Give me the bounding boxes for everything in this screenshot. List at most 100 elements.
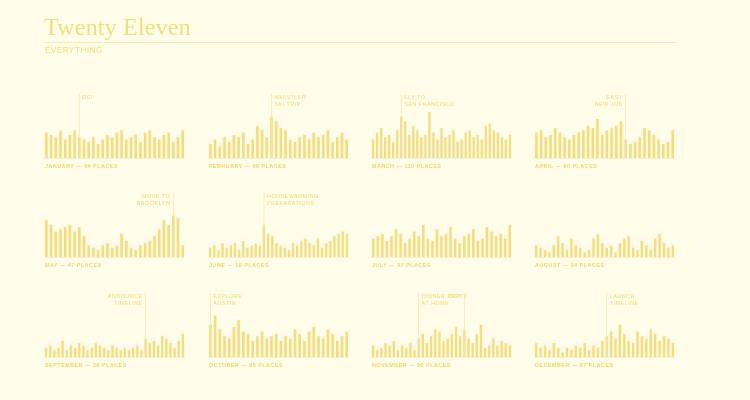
bar — [424, 135, 427, 158]
bar — [376, 350, 379, 357]
bar — [592, 345, 595, 357]
bar — [586, 125, 590, 158]
bar — [508, 135, 512, 158]
bar — [417, 236, 420, 257]
annotation-label: PREPARATIONS — [267, 201, 314, 207]
bar — [544, 137, 548, 158]
bar — [132, 347, 135, 357]
bar — [392, 141, 395, 158]
bar — [59, 130, 62, 158]
bar — [494, 236, 498, 257]
bar — [251, 340, 254, 357]
bar — [251, 139, 254, 158]
bar — [148, 343, 151, 357]
bar — [601, 340, 604, 357]
bar — [500, 340, 503, 357]
bar — [388, 345, 391, 357]
bar — [333, 236, 336, 257]
bar — [468, 130, 471, 158]
bar — [254, 243, 257, 257]
bar — [53, 350, 56, 357]
bar — [579, 347, 582, 357]
bar — [456, 141, 459, 158]
annotation-label: TIMELINE — [610, 301, 639, 307]
background-silhouette — [208, 224, 349, 257]
bar — [96, 250, 100, 257]
bar — [169, 343, 172, 357]
bar — [87, 245, 90, 257]
bar — [157, 229, 161, 257]
bar — [561, 352, 564, 357]
bar — [110, 247, 114, 257]
bar — [284, 336, 287, 357]
bar — [87, 141, 90, 158]
bar — [275, 243, 278, 257]
bar — [298, 334, 301, 357]
bar — [304, 238, 307, 257]
bar — [61, 340, 64, 357]
bar — [96, 144, 100, 158]
background-silhouette — [44, 332, 185, 357]
bar — [326, 329, 330, 357]
bar — [45, 220, 48, 257]
bar — [242, 331, 245, 357]
bar — [167, 224, 170, 257]
bar — [444, 137, 447, 158]
bar — [283, 247, 286, 257]
bar — [610, 128, 613, 158]
bar — [227, 141, 231, 158]
bar — [596, 118, 599, 158]
bar — [431, 240, 434, 257]
annotation-label: TIMELINE — [114, 301, 143, 307]
bar — [475, 334, 478, 357]
bar — [450, 334, 453, 357]
bar — [120, 130, 123, 158]
bar — [633, 141, 637, 158]
bar — [615, 125, 618, 158]
bar — [448, 135, 451, 158]
month-caption: OCTOBER — 95 PLACES — [209, 363, 283, 369]
bar — [649, 250, 652, 257]
annotation-label: HOUSEWARMING — [267, 194, 319, 200]
bar — [464, 132, 467, 158]
bar — [631, 343, 635, 357]
bar — [579, 247, 582, 257]
bar — [139, 245, 142, 257]
bar — [44, 347, 48, 357]
bar — [49, 224, 53, 257]
bar — [258, 245, 261, 257]
background-silhouette — [534, 232, 675, 257]
bar — [496, 132, 499, 158]
bar — [583, 343, 586, 357]
bar — [587, 350, 591, 357]
annotation-label: SAN FRANCISCO — [404, 102, 455, 108]
bar — [619, 121, 623, 158]
bar — [667, 338, 670, 357]
month-chart-july: JULY — 97 PLACES — [371, 224, 512, 269]
annotation-label: ANNOUNCE — [108, 294, 143, 300]
bar — [553, 128, 557, 158]
bar — [488, 123, 491, 158]
bar — [384, 137, 387, 158]
bar — [587, 250, 591, 257]
bar — [600, 135, 604, 158]
annotation-label: DC!! — [449, 294, 462, 300]
bar — [671, 130, 674, 158]
month-chart-january: JANUARY — 94 PLACES DC!! — [44, 94, 185, 170]
annotation-label: EASY — [606, 95, 622, 101]
bar — [172, 141, 175, 158]
bar — [440, 128, 443, 158]
bar — [508, 345, 512, 357]
bar — [499, 234, 502, 257]
bar — [485, 227, 489, 257]
bar — [209, 144, 212, 158]
bar — [165, 338, 168, 357]
bar — [129, 247, 133, 257]
bar — [242, 132, 245, 158]
bar — [609, 331, 613, 357]
bar — [78, 227, 81, 257]
bar — [213, 315, 217, 357]
bar — [396, 130, 399, 158]
annotation-label: WHISTLER — [274, 95, 306, 101]
